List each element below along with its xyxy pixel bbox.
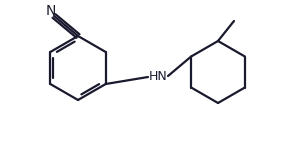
Text: HN: HN xyxy=(149,69,167,82)
Text: N: N xyxy=(46,4,56,18)
